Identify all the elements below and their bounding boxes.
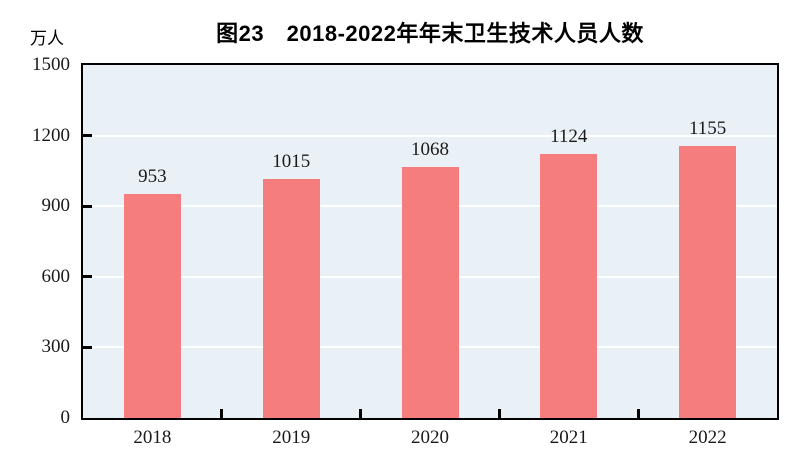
x-axis-category-label: 2021 xyxy=(549,427,588,448)
y-axis-tick-label: 0 xyxy=(60,407,71,429)
bar-value-label: 1124 xyxy=(550,125,588,147)
bar-value-label: 1068 xyxy=(411,138,449,160)
x-axis-category-label: 2020 xyxy=(411,427,449,448)
x-axis-category-label: 2022 xyxy=(688,427,727,448)
y-axis-unit-label: 万人 xyxy=(30,29,64,48)
y-axis-tick-label: 1200 xyxy=(32,124,70,146)
y-axis-tick-label: 600 xyxy=(41,265,71,287)
y-axis-tick xyxy=(83,204,92,208)
y-axis-tick-label: 1500 xyxy=(32,54,70,76)
bar-value-label: 1155 xyxy=(688,118,727,140)
bar-value-label: 953 xyxy=(138,165,167,187)
bar xyxy=(540,153,598,418)
bar xyxy=(401,166,459,418)
bar-value-label: 1015 xyxy=(272,151,311,173)
x-axis-tick xyxy=(636,409,640,418)
x-axis-tick xyxy=(220,409,224,418)
y-axis-tick-label: 300 xyxy=(41,336,71,358)
y-axis-tick xyxy=(83,275,92,279)
y-axis-tick xyxy=(83,345,92,349)
bar xyxy=(123,193,181,418)
plot-area: 953 1015 1068 1124 1155 xyxy=(81,63,779,420)
gridline xyxy=(83,134,777,137)
y-axis-tick xyxy=(83,134,92,138)
bar xyxy=(679,146,737,418)
x-axis-category-label: 2018 xyxy=(133,427,172,448)
x-axis-tick xyxy=(359,409,363,418)
x-axis-category-label: 2019 xyxy=(272,427,311,448)
bar xyxy=(262,179,320,418)
y-axis-tick-label: 900 xyxy=(41,195,71,217)
x-axis-tick xyxy=(497,409,501,418)
chart-title: 图23 2018-2022年年末卫生技术人员人数 xyxy=(216,21,644,46)
